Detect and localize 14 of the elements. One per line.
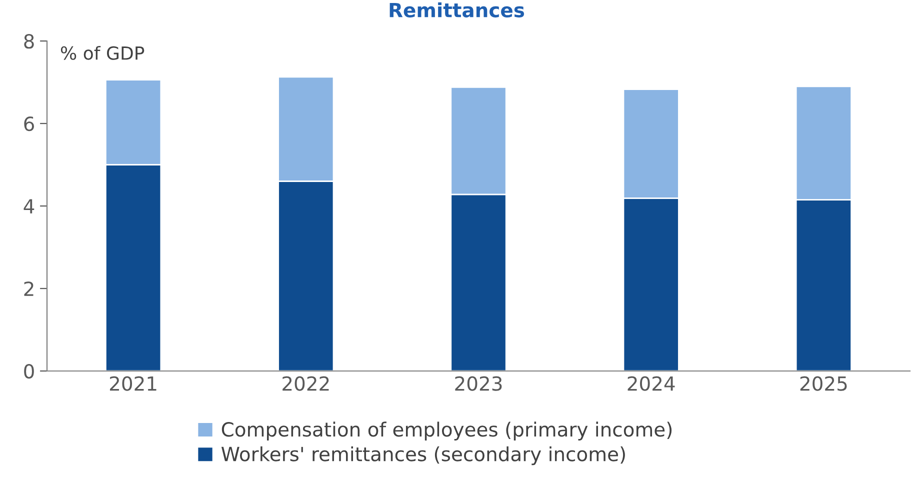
y-tick-label: 0 [24, 364, 34, 379]
x-tick-label: 2021 [110, 376, 156, 391]
legend-label: Compensation of employees (primary income) [222, 422, 672, 440]
y-tick-label: 2 [24, 281, 34, 296]
y-tick-label: 8 [24, 34, 34, 49]
y-tick-label: 6 [24, 116, 34, 132]
y-axis-title: % of GDP [60, 46, 144, 60]
y-tick-label: 4 [24, 199, 34, 214]
chart-title: Remittances [390, 2, 524, 18]
x-tick-label: 2022 [282, 376, 329, 391]
x-tick-label: 2025 [800, 376, 847, 391]
x-tick-label: 2023 [455, 376, 502, 391]
x-tick-label: 2024 [628, 376, 675, 391]
legend-label: Workers' remittances (secondary income) [221, 446, 625, 466]
